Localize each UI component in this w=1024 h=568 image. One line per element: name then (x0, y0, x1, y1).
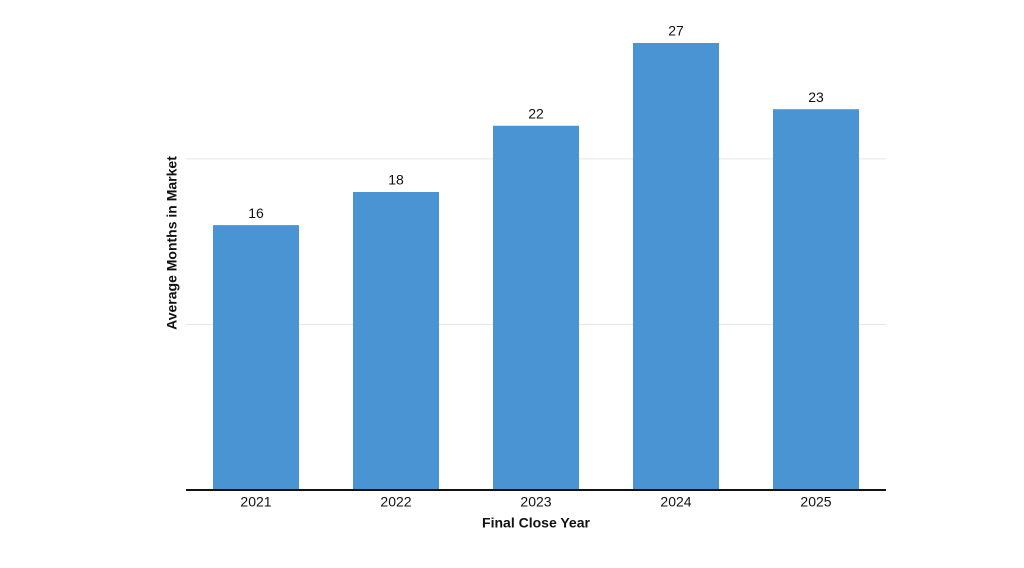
value-label: 27 (668, 23, 684, 39)
bar (353, 192, 439, 490)
x-tick-label: 2025 (800, 494, 831, 510)
x-tick-label: 2024 (660, 494, 691, 510)
value-label: 18 (388, 172, 404, 188)
x-tick-label: 2023 (520, 494, 551, 510)
bar (773, 109, 859, 490)
value-label: 23 (808, 89, 824, 105)
y-axis-title: Average Months in Market (164, 156, 180, 330)
x-tick-label: 2022 (380, 494, 411, 510)
x-axis-title: Final Close Year (482, 515, 590, 531)
bar (493, 125, 579, 491)
bar (633, 43, 719, 490)
value-label: 16 (248, 205, 264, 221)
value-label: 22 (528, 105, 544, 121)
bar (213, 225, 299, 490)
x-tick-label: 2021 (240, 494, 271, 510)
